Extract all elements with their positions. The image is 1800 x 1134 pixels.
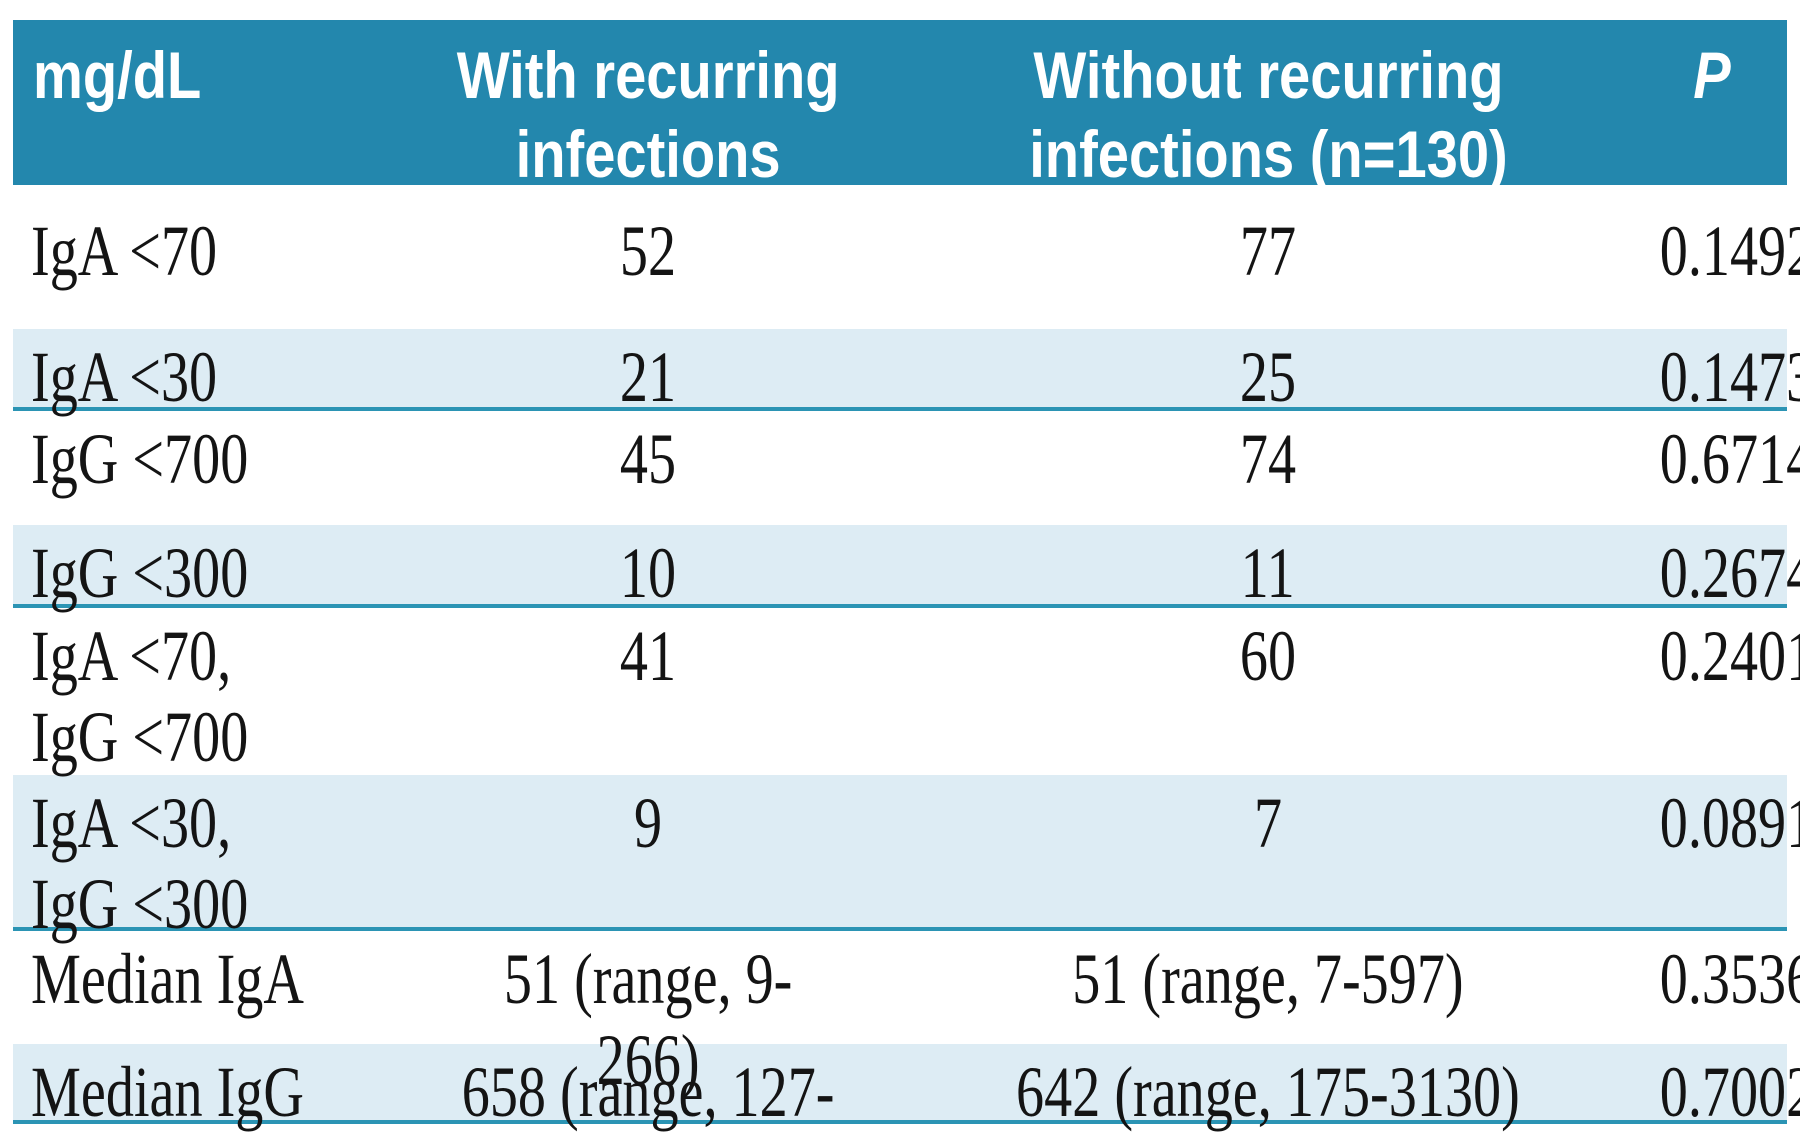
with-recurring-value-text: 10: [619, 533, 677, 613]
without-recurring-value: 60: [898, 608, 1638, 775]
with-recurring-value: 52: [398, 185, 898, 329]
row-label: IgA <30, IgG <300: [13, 775, 398, 944]
p-value-text: 0.1473: [1659, 337, 1800, 417]
without-recurring-value: 7: [898, 775, 1638, 927]
p-value: 0.2674: [1638, 525, 1800, 613]
table-row: IgA <30 21 25 0.1473: [13, 329, 1800, 417]
row-label: Median IgA: [13, 931, 398, 1044]
with-recurring-value-text: 21: [619, 337, 677, 417]
p-value: 0.0891: [1638, 775, 1800, 927]
with-recurring-value-text: 51 (range, 9-266): [503, 939, 793, 1100]
table-row: IgA <70 52 77 0.1492: [13, 185, 1800, 329]
p-value: 0.6714: [1638, 411, 1800, 525]
without-recurring-value: 642 (range, 175-3130): [898, 1044, 1638, 1132]
without-recurring-value-text: 25: [1240, 337, 1297, 417]
p-value-text: 0.1492: [1659, 211, 1800, 291]
table-row: Median IgA 51 (range, 9-266) 51 (range, 7-…: [13, 931, 1800, 1100]
header-without-recurring: Without recurring infections (n=130): [898, 20, 1638, 191]
row-label-text: IgA <30: [31, 337, 218, 417]
row-label-text: Median IgG: [31, 1052, 304, 1132]
without-recurring-value: 11: [898, 525, 1638, 613]
with-recurring-value: 41: [398, 608, 898, 775]
table-header-row: mg/dL With recurring infections (n=75) W…: [13, 20, 1787, 270]
table-body: IgA <70 52 77 0.1492 IgA <30 21 25 0.1473 IgG <7…: [13, 185, 1800, 1134]
with-recurring-value-text: 41: [619, 616, 677, 696]
with-recurring-value: 658 (range, 127-1450): [398, 1044, 898, 1134]
p-value-text: 0.2674: [1659, 533, 1800, 613]
without-recurring-value-text: 60: [1240, 616, 1297, 696]
p-value-text: 0.3536: [1659, 939, 1800, 1019]
immunoglobulin-table: mg/dL With recurring infections (n=75) W…: [13, 20, 1800, 1134]
without-recurring-value: 74: [898, 411, 1638, 525]
row-label: IgA <70: [13, 185, 398, 329]
row-label-text: IgG <300: [31, 533, 249, 613]
p-value: 0.1473: [1638, 329, 1800, 417]
with-recurring-value: 45: [398, 411, 898, 525]
with-recurring-value: 21: [398, 329, 898, 417]
table-row: Median IgG 658 (range, 127-1450) 642 (rang…: [13, 1044, 1800, 1134]
with-recurring-value-text: 45: [619, 419, 677, 499]
table-row: IgA <70, IgG <700 41 60 0.2401: [13, 608, 1800, 777]
table-row: IgG <300 10 11 0.2674: [13, 525, 1800, 613]
header-with-recurring-label: With recurring infections (n=75): [456, 38, 840, 271]
row-label: IgG <700: [13, 411, 398, 525]
p-value-text: 0.2401: [1659, 616, 1800, 696]
row-label-text: IgG <700: [31, 419, 249, 499]
header-p-value-label: P: [1693, 38, 1732, 112]
without-recurring-value-text: 74: [1240, 419, 1297, 499]
row-label: IgG <300: [13, 525, 398, 613]
without-recurring-value-text: 77: [1240, 211, 1297, 291]
without-recurring-value-text: 51 (range, 7-597): [1072, 939, 1464, 1019]
p-value: 0.2401: [1638, 608, 1800, 775]
with-recurring-value: 51 (range, 9-266): [398, 931, 898, 1100]
header-units: mg/dL: [13, 20, 398, 185]
without-recurring-value-text: 11: [1241, 533, 1296, 613]
p-value: 0.7002: [1638, 1044, 1800, 1132]
header-p-value: P: [1638, 20, 1787, 185]
header-without-recurring-label: Without recurring infections (n=130): [1028, 38, 1508, 192]
table-row: IgA <30, IgG <300 9 7 0.0891: [13, 775, 1800, 944]
row-label: IgA <30: [13, 329, 398, 417]
p-value: 0.1492: [1638, 185, 1800, 329]
with-recurring-value: 9: [398, 775, 898, 927]
without-recurring-value: 77: [898, 185, 1638, 329]
p-value: 0.3536: [1638, 931, 1800, 1044]
with-recurring-value-text: 9: [634, 783, 663, 863]
table-row: IgG <700 45 74 0.6714: [13, 411, 1800, 525]
without-recurring-value-text: 7: [1254, 783, 1283, 863]
without-recurring-value: 25: [898, 329, 1638, 417]
p-value-text: 0.0891: [1659, 783, 1800, 863]
with-recurring-value-text: 658 (range, 127-1450): [461, 1052, 835, 1134]
p-value-text: 0.6714: [1659, 419, 1800, 499]
header-units-label: mg/dL: [33, 38, 202, 112]
row-label: Median IgG: [13, 1044, 398, 1132]
with-recurring-value: 10: [398, 525, 898, 613]
header-with-recurring: With recurring infections (n=75): [398, 20, 898, 270]
row-label-text: IgA <70, IgG <700: [31, 616, 249, 777]
p-value-text: 0.7002: [1659, 1052, 1800, 1132]
without-recurring-value-text: 642 (range, 175-3130): [1016, 1052, 1520, 1132]
row-label-text: Median IgA: [31, 939, 304, 1019]
without-recurring-value: 51 (range, 7-597): [898, 931, 1638, 1044]
row-label-text: IgA <70: [31, 211, 218, 291]
with-recurring-value-text: 52: [619, 211, 677, 291]
row-label-text: IgA <30, IgG <300: [31, 783, 249, 944]
row-label: IgA <70, IgG <700: [13, 608, 398, 777]
